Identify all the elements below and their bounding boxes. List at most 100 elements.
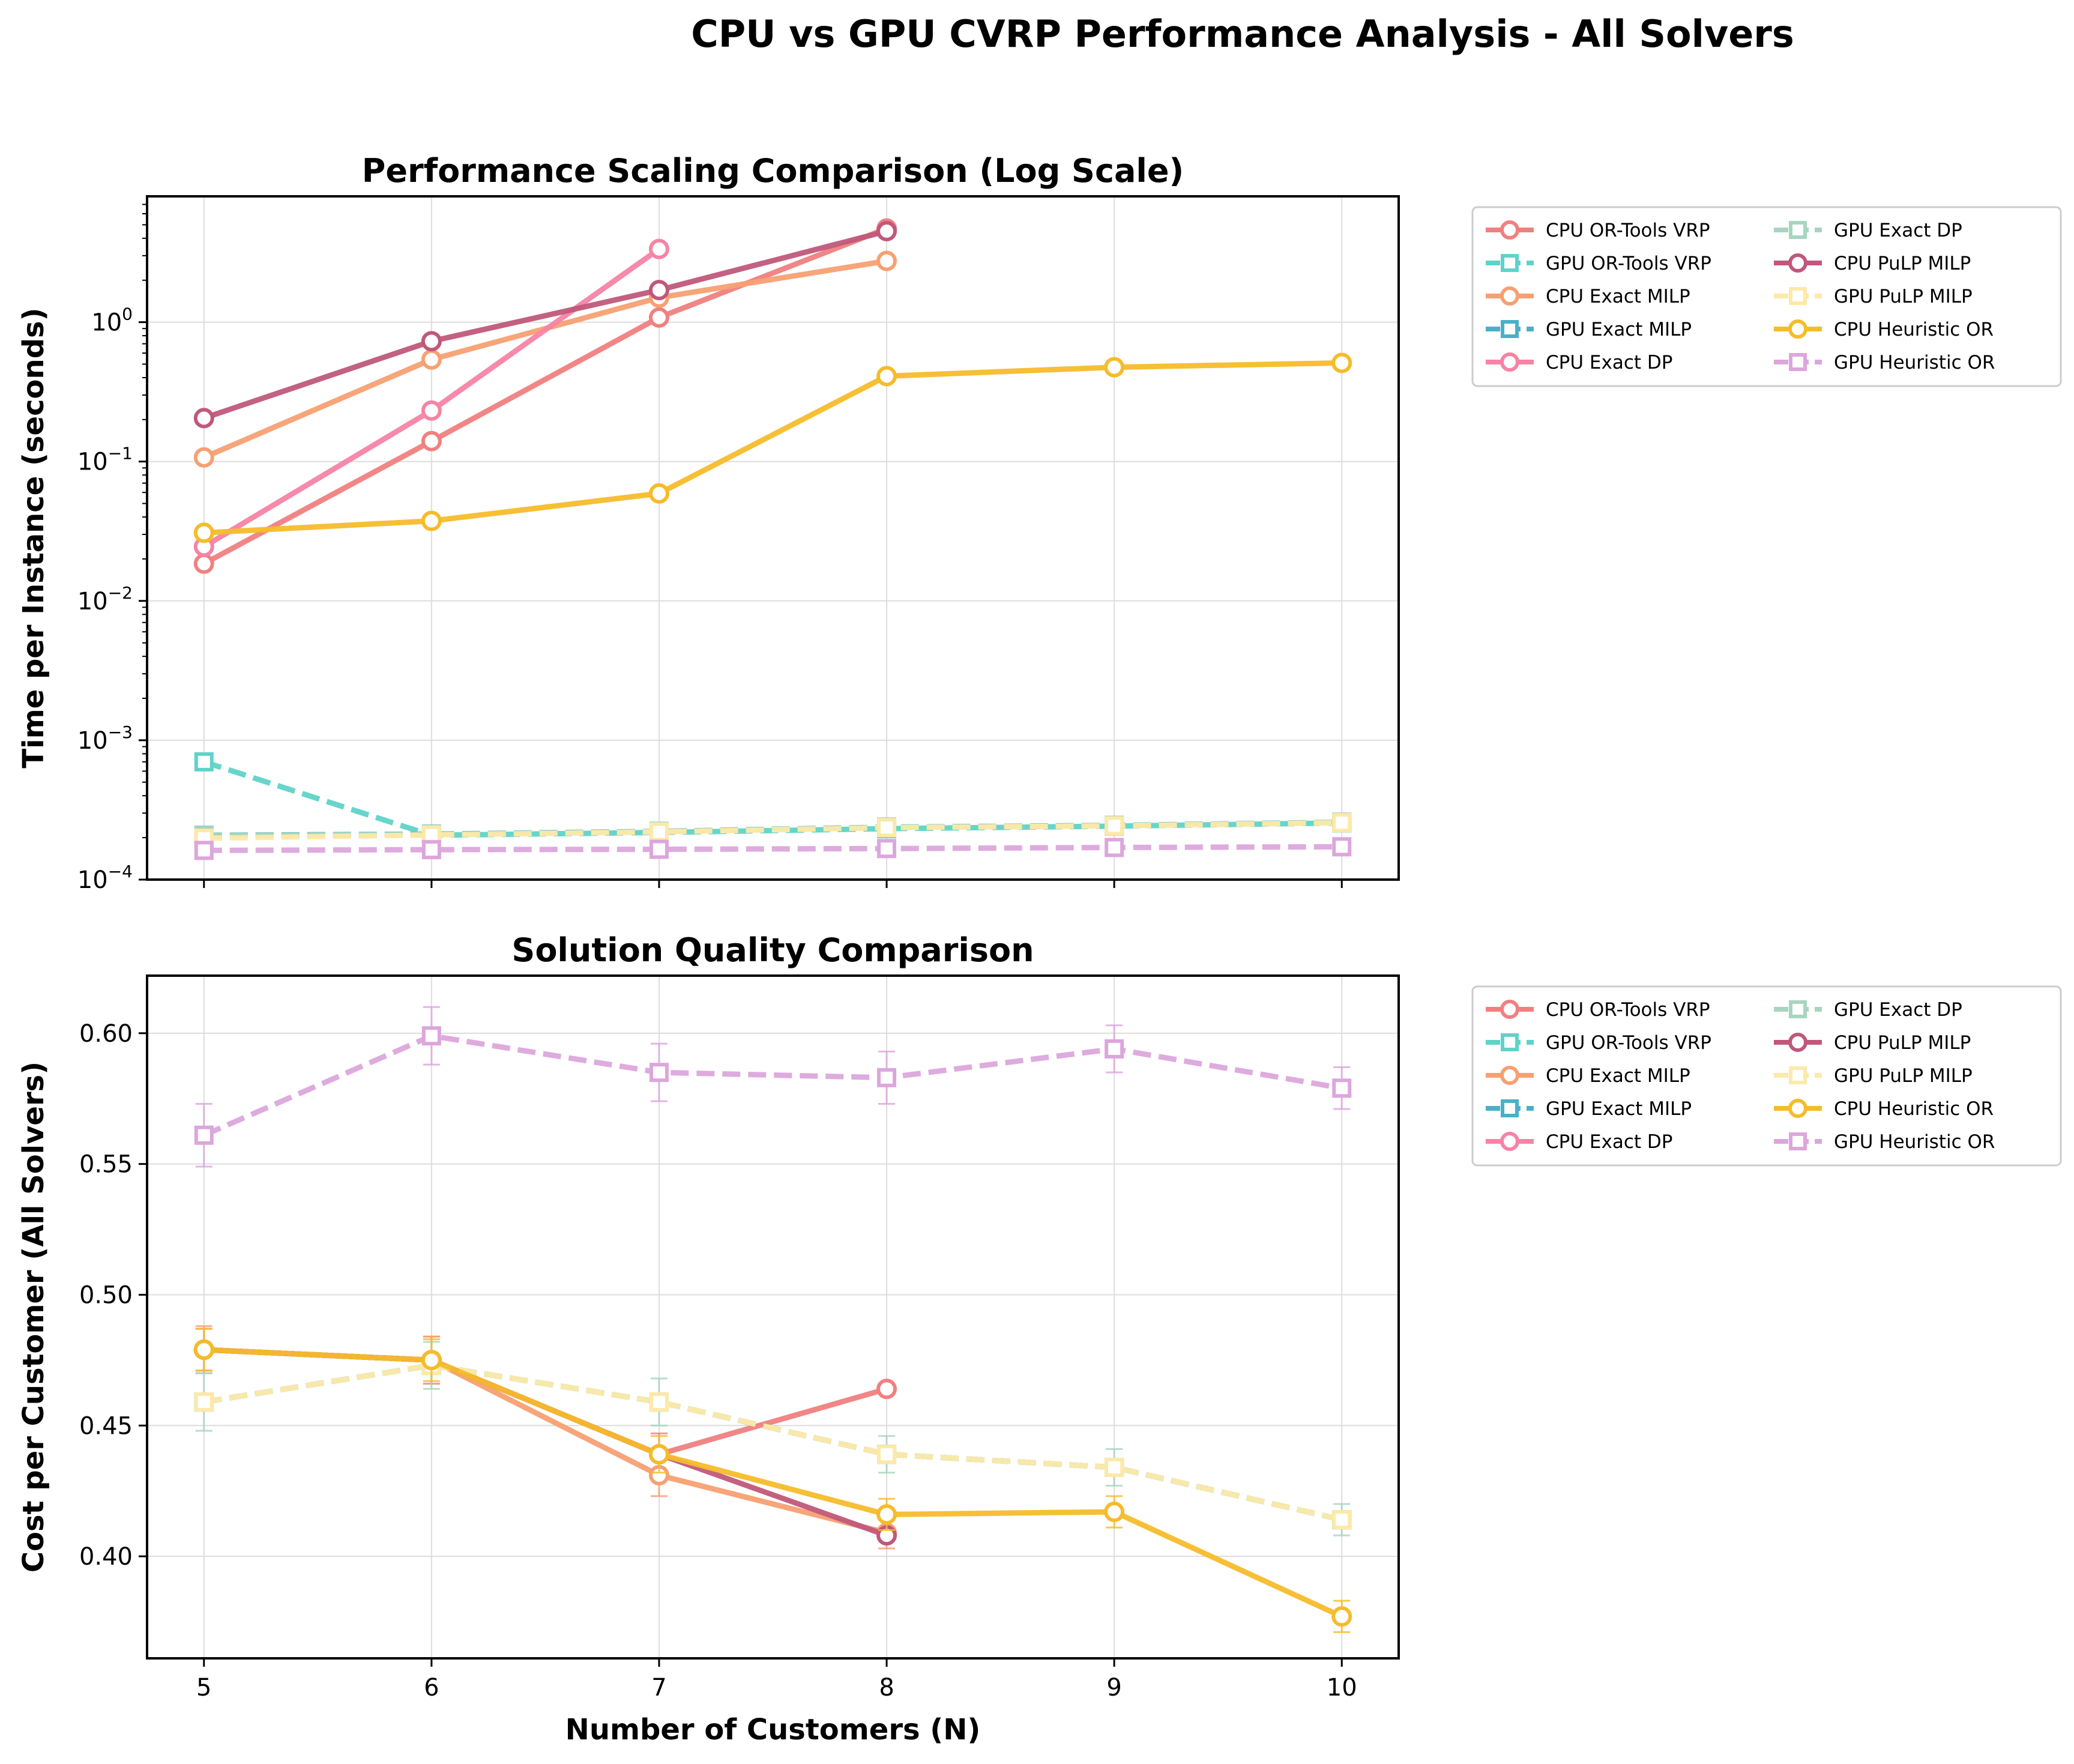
quality-point-gpu-pulp-milp [194,1392,214,1412]
performance-legend-label: GPU Exact MILP [1546,319,1692,340]
quality-series-gpu-heuristic-or [194,1006,1352,1168]
performance-legend-swatch-marker [1501,320,1519,338]
quality-x-tick-label: 10 [1327,1674,1357,1702]
performance-point-gpu-heuristic-or [421,840,441,860]
quality-legend: CPU OR-Tools VRP GPU OR-Tools VRP CPU Exac… [1471,985,2062,1167]
performance-point-cpu-pulp-milp [648,280,669,301]
quality-legend-swatch-marker [1788,1099,1807,1118]
performance-line-gpu-heuristic-or [203,844,1342,853]
quality-point-gpu-heuristic-or [877,1068,897,1087]
quality-legend-label: CPU Heuristic OR [1834,1098,1994,1120]
performance-legend-label: GPU Exact DP [1834,220,1962,241]
quality-legend-swatch-marker [1788,1033,1807,1052]
quality-point-gpu-pulp-milp [649,1392,669,1412]
performance-title: Performance Scaling Comparison (Log Scal… [362,152,1184,190]
performance-point-gpu-heuristic-or [1332,837,1352,857]
quality-point-gpu-heuristic-or [421,1026,441,1046]
performance-legend-swatch-marker [1789,221,1807,239]
quality-legend-swatch-marker [1500,1000,1519,1019]
performance-point-cpu-exact-milp [876,250,897,271]
performance-point-cpu-heuristic-or [1104,357,1125,378]
performance-point-cpu-heuristic-or [648,483,669,504]
quality-legend-swatch-marker [1500,1066,1519,1085]
quality-point-cpu-heuristic-or [1104,1502,1125,1523]
quality-point-cpu-or-tools-vrp [876,1379,897,1400]
performance-series-cpu-exact-dp [193,238,669,557]
performance-legend: CPU OR-Tools VRP GPU OR-Tools VRP CPU Exac… [1471,206,2062,387]
performance-legend-swatch-marker [1788,319,1807,339]
quality-point-cpu-heuristic-or [193,1339,214,1360]
quality-legend-item-cpu-exact-milp: CPU Exact MILP [1486,1065,1690,1087]
quality-y-tick-label: 0.45 [79,1412,133,1440]
quality-x-tick-label: 7 [651,1674,666,1702]
quality-legend-swatch-marker [1789,1132,1807,1150]
quality-legend-swatch-marker [1501,1099,1519,1117]
performance-legend-item-gpu-pulp-milp: GPU PuLP MILP [1774,286,1973,307]
quality-y-axis-label: Cost per Customer (All Solvers) [17,1062,50,1572]
figure-title: CPU vs GPU CVRP Performance Analysis - A… [691,12,1794,56]
quality-legend-item-gpu-or-tools-vrp: GPU OR-Tools VRP [1486,1032,1711,1054]
performance-axes-frame [146,195,1400,881]
performance-series-cpu-heuristic-or [193,352,1352,543]
quality-legend-item-gpu-exact-milp: GPU Exact MILP [1486,1098,1692,1120]
performance-line-cpu-heuristic-or [203,360,1342,536]
performance-legend-label: GPU OR-Tools VRP [1546,253,1711,274]
quality-point-gpu-pulp-milp [1332,1510,1352,1530]
performance-legend-swatch-marker [1789,287,1807,305]
quality-legend-item-gpu-heuristic-or: GPU Heuristic OR [1774,1131,1995,1153]
quality-point-gpu-heuristic-or [1332,1078,1352,1098]
quality-point-gpu-heuristic-or [1105,1039,1124,1059]
quality-point-cpu-heuristic-or [876,1504,897,1525]
quality-x-tick-label: 6 [424,1674,439,1702]
performance-legend-label: CPU PuLP MILP [1834,253,1971,274]
quality-legend-label: GPU OR-Tools VRP [1546,1032,1711,1054]
performance-legend-label: CPU Exact DP [1546,352,1672,373]
performance-legend-item-gpu-exact-milp: GPU Exact MILP [1486,319,1692,340]
quality-legend-swatch-marker [1501,1033,1519,1051]
performance-point-gpu-heuristic-or [649,839,669,859]
performance-legend-swatch-marker [1500,220,1519,240]
performance-point-cpu-or-tools-vrp [193,553,214,574]
performance-point-cpu-or-tools-vrp [648,307,669,328]
performance-line-cpu-or-tools-vrp [202,226,888,566]
performance-legend-swatch-marker [1501,254,1519,272]
performance-point-gpu-heuristic-or [1105,838,1124,857]
quality-title: Solution Quality Comparison [511,931,1034,969]
performance-point-gpu-pulp-milp [1105,816,1124,836]
performance-legend-item-cpu-pulp-milp: CPU PuLP MILP [1774,253,1971,274]
performance-legend-item-gpu-heuristic-or: GPU Heuristic OR [1774,352,1995,373]
performance-point-cpu-exact-milp [421,349,442,370]
performance-legend-label: CPU Heuristic OR [1834,319,1994,340]
quality-y-tick-label: 0.55 [79,1151,133,1179]
performance-legend-label: CPU Exact MILP [1546,286,1690,307]
quality-point-gpu-pulp-milp [877,1445,897,1464]
quality-y-tick-label: 0.60 [79,1020,133,1048]
performance-y-tick-label: 10−1 [77,444,133,476]
performance-legend-item-cpu-exact-dp: CPU Exact DP [1486,352,1672,373]
quality-x-tick-label: 9 [1106,1674,1121,1702]
performance-legend-swatch-marker [1500,286,1519,306]
performance-y-tick-label: 100 [91,304,133,337]
quality-axes-frame [146,974,1400,1660]
quality-line-cpu-heuristic-or [203,1347,1343,1619]
performance-legend-item-gpu-or-tools-vrp: GPU OR-Tools VRP [1486,253,1711,274]
performance-scaling-panel: 10−4 10−3 10−2 10−1 100 Performance Scaling C… [17,152,2062,894]
performance-y-tick-label: 10−3 [77,722,133,755]
quality-series-cpu-heuristic-or [193,1328,1352,1633]
performance-point-cpu-heuristic-or [421,510,442,531]
performance-series-gpu-heuristic-or [194,837,1352,860]
performance-point-cpu-heuristic-or [876,366,897,387]
performance-point-gpu-pulp-milp [877,818,897,838]
quality-y-tick-label: 0.50 [79,1281,133,1309]
performance-point-cpu-pulp-milp [876,220,897,241]
quality-legend-label: GPU Exact DP [1834,999,1962,1021]
quality-legend-item-gpu-exact-dp: GPU Exact DP [1774,999,1962,1021]
performance-legend-item-cpu-heuristic-or: CPU Heuristic OR [1774,319,1994,340]
quality-legend-label: CPU Exact DP [1546,1131,1672,1153]
performance-y-tick-label: 10−2 [77,583,133,615]
quality-point-gpu-pulp-milp [1105,1457,1124,1477]
performance-point-cpu-pulp-milp [193,408,214,429]
quality-point-gpu-heuristic-or [649,1063,669,1083]
quality-point-gpu-heuristic-or [194,1125,214,1145]
quality-x-axis-label: Number of Customers (N) [565,1713,981,1747]
